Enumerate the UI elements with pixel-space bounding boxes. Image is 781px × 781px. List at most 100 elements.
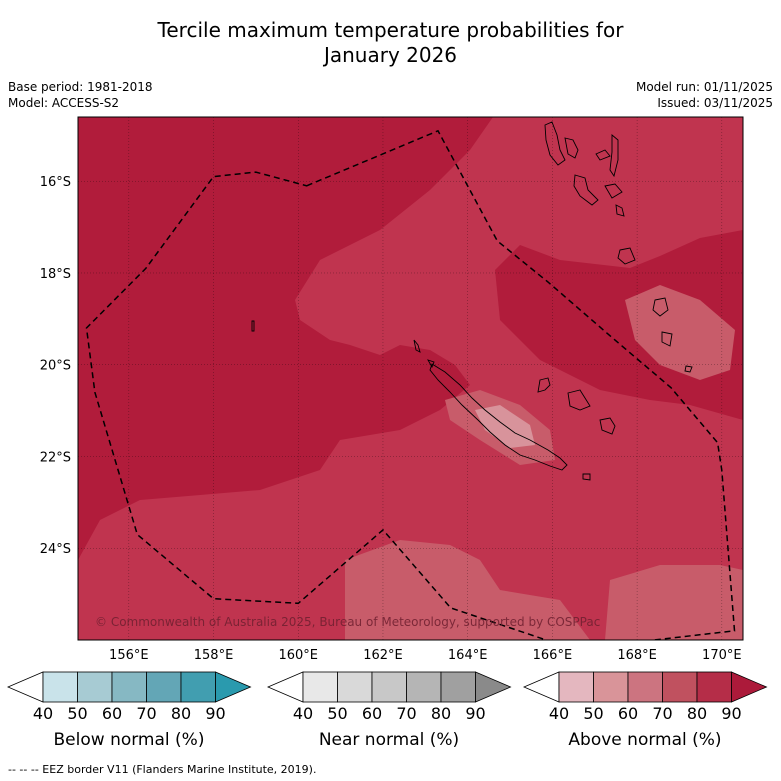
vanuatu-coast [617,247,636,265]
lat-tick-label: 16°S [40,175,71,190]
colorbar-segment [337,671,373,703]
isle-of-pines-coast [582,473,591,481]
lon-tick-label: 170°E [702,648,742,663]
lon-tick-label: 166°E [533,648,573,663]
above-60-zone [345,540,590,640]
vanuatu-coast [595,149,611,161]
page-title: Tercile maximum temperature probabilitie… [0,18,781,68]
colorbar-tick-label: 80 [686,704,708,723]
meta-left: Base period: 1981-2018 Model: ACCESS-S2 [8,79,153,111]
colorbar-tick-label: 90 [465,704,486,723]
colorbars [6,671,768,703]
colorbar-segment [696,671,732,703]
above-70-zone [78,117,743,640]
lon-tick-label: 160°E [278,648,318,663]
lon-tick-label: 158°E [194,648,234,663]
map-gridlines [78,117,743,640]
colorbar-tick-label: 40 [548,704,570,723]
near-normal-colorbar [266,671,512,703]
new-caledonia-coast [413,339,421,353]
vanuatu-coast [609,134,619,178]
colorbar-tick-label: 60 [617,704,639,723]
model-name: Model: ACCESS-S2 [8,96,120,110]
meta-right: Model run: 01/11/2025 Issued: 03/11/2025 [636,79,773,111]
colorbar-extend-high [215,671,252,703]
colorbar-tick-label: 80 [170,704,192,723]
above-normal-label: Above normal (%) [568,730,722,750]
copyright-notice: © Commonwealth of Australia 2025, Bureau… [95,615,600,629]
vanuatu-coast [615,204,625,217]
eez-legend-text: -- -- -- EEZ border V11 (Flanders Marine… [8,763,317,776]
loyalty-islands-coast [537,377,551,393]
lat-tick-label: 20°S [40,359,71,374]
colorbar-extend-low [266,671,304,703]
colorbar-segment [593,671,629,703]
colorbar-segment [302,671,338,703]
above-normal-colorbar [522,671,768,703]
vanuatu-coast [604,183,623,199]
colorbar-tick-label: 50 [67,704,88,723]
colorbar-segment [180,671,216,703]
base-period: Base period: 1981-2018 [8,80,153,94]
vanuatu-coast [661,331,673,347]
colorbar-segment [440,671,476,703]
colorbar-tick-label: 90 [721,704,742,723]
colorbar-segment [111,671,147,703]
colorbar-extend-high [731,671,768,703]
colorbar-tick-label: 70 [652,704,673,723]
vanuatu-coast [684,365,693,373]
new-caledonia-coast [429,363,568,471]
colorbar-segment [627,671,663,703]
lon-tick-label: 162°E [363,648,403,663]
colorbar-tick-label: 60 [101,704,123,723]
new-caledonia-coast [427,359,435,369]
eez-border [85,129,736,640]
vanuatu-coast [652,297,669,317]
colorbar-tick-label: 50 [583,704,604,723]
vanuatu-coast [544,121,566,166]
above-60-zone [625,285,735,380]
lat-tick-label: 18°S [40,267,71,282]
vanuatu-coast [573,174,599,206]
colorbar-segment [77,671,113,703]
colorbar-tick-label: 90 [205,704,226,723]
above-50-zone [475,405,535,448]
colorbar-segment [42,671,78,703]
colorbar-extend-low [522,671,560,703]
near-normal-label: Near normal (%) [318,730,460,750]
lon-tick-label: 168°E [617,648,657,663]
colorbar-segment [146,671,182,703]
vanuatu-coast [564,137,579,159]
lat-tick-label: 22°S [40,450,71,465]
colorbar-extend-high [475,671,512,703]
below-normal-colorbar [6,671,252,703]
loyalty-islands-coast [599,417,616,435]
colorbar-extend-low [6,671,44,703]
issued-date: Issued: 03/11/2025 [657,96,773,110]
lat-tick-label: 24°S [40,542,71,557]
lon-tick-label: 164°E [448,648,488,663]
chesterfield-islands-coast [251,320,255,332]
loyalty-islands-coast [567,389,591,411]
above-60-zone [605,565,743,640]
longitude-labels: 156°E 158°E 160°E 162°E 164°E 166°E 168°E 170°E [109,648,742,663]
probability-field: © Commonwealth of Australia 2025, Bureau… [78,117,743,640]
latitude-labels: 16°S 18°S 20°S 22°S 24°S [40,175,71,557]
colorbar-tick-label: 70 [136,704,157,723]
title-line-2: January 2026 [323,43,458,67]
colorbar-tick-label: 50 [327,704,348,723]
colorbar-segment [371,671,407,703]
colorbar-segment [406,671,442,703]
colorbar-tick-label: 70 [396,704,417,723]
below-normal-label: Below normal (%) [53,730,205,750]
coastlines [251,121,693,481]
title-line-1: Tercile maximum temperature probabilitie… [157,18,624,42]
lon-tick-label: 156°E [109,648,149,663]
colorbar-tick-label: 80 [430,704,452,723]
colorbar-segment [558,671,594,703]
colorbar-segment [662,671,698,703]
model-run: Model run: 01/11/2025 [635,80,773,94]
colorbar-tick-label: 40 [292,704,314,723]
map-frame [77,116,744,641]
